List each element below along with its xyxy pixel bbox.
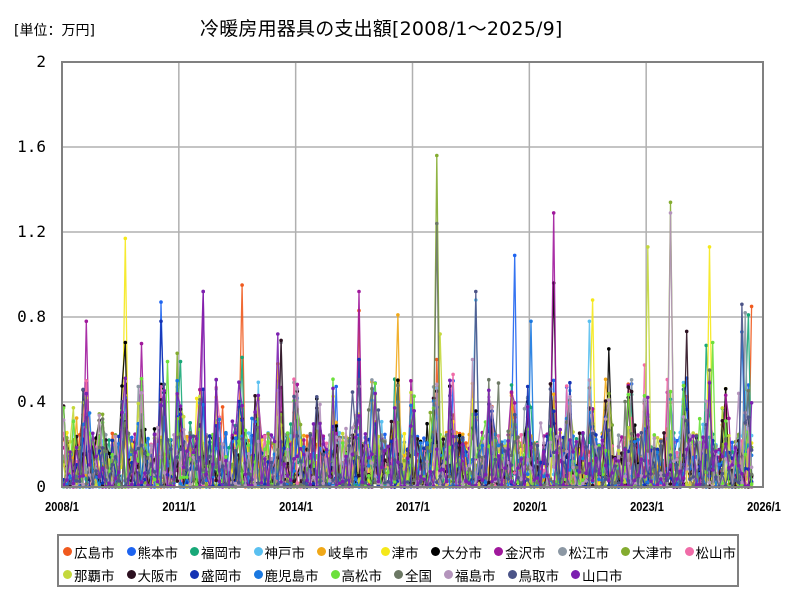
legend-marker-icon (330, 570, 340, 579)
y-tick-1.2: 1.2 (17, 222, 46, 241)
legend-label: 大分市 (441, 545, 483, 562)
legend-marker-icon (126, 570, 136, 579)
legend-item: 全国 (394, 565, 432, 585)
legend-marker-icon (507, 570, 517, 579)
chart-title: 冷暖房用器具の支出額[2008/1～2025/9] (200, 18, 563, 40)
legend-label: 福島市 (455, 568, 496, 585)
legend-item: 熊本市 (126, 542, 179, 562)
legend-marker-icon (380, 547, 390, 556)
legend-item: 鳥取市 (507, 565, 560, 585)
legend-item: 大阪市 (126, 565, 179, 585)
legend-item: 松山市 (684, 542, 737, 562)
legend-label: 金沢市 (505, 545, 546, 562)
legend-item: 盛岡市 (190, 565, 242, 585)
legend-marker-icon (63, 570, 72, 579)
legend-marker-icon (190, 570, 199, 579)
legend-row-1: 広島市 熊本市 福岡市 神戸市 岐阜市 津市 大分市 金沢市 松江市 大津市 松山市 (63, 540, 737, 563)
legend-label: 松山市 (695, 545, 737, 562)
legend-marker-icon (684, 547, 694, 556)
legend-item: 岐阜市 (317, 542, 369, 562)
legend-item: 福岡市 (190, 542, 242, 562)
legend-marker-icon (253, 570, 263, 579)
legend-marker-icon (63, 547, 72, 556)
x-tick-2023: 2023/1 (630, 499, 664, 514)
plot-frame (61, 61, 764, 488)
legend-label: 高松市 (341, 568, 383, 585)
legend-marker-icon (621, 547, 630, 556)
y-tick-0.4: 0.4 (17, 392, 46, 411)
legend-item: 神戸市 (253, 542, 306, 562)
legend-marker-icon (126, 547, 136, 556)
x-tick-2020: 2020/1 (513, 499, 547, 514)
legend-item: 高松市 (330, 565, 383, 585)
y-tick-2: 2 (36, 52, 46, 71)
legend-marker-icon (253, 547, 263, 556)
legend-label: 津市 (391, 545, 419, 562)
legend-marker-icon (571, 570, 580, 579)
x-tick-2017: 2017/1 (396, 499, 430, 514)
legend-label: 那覇市 (74, 568, 115, 585)
legend-label: 鳥取市 (518, 568, 560, 585)
legend-item: 大津市 (621, 542, 673, 562)
legend-marker-icon (190, 547, 199, 556)
legend-item: 松江市 (557, 542, 610, 562)
legend-row-2: 那覇市 大阪市 盛岡市 鹿児島市 高松市 全国 福島市 鳥取市 山口市 (63, 563, 737, 586)
x-tick-2026: 2026/1 (747, 499, 781, 514)
legend-item: 那覇市 (63, 565, 115, 585)
legend: 広島市 熊本市 福岡市 神戸市 岐阜市 津市 大分市 金沢市 松江市 大津市 松山市 那覇市 大阪市 盛… (57, 534, 739, 587)
legend-label: 熊本市 (137, 545, 179, 562)
legend-marker-icon (317, 547, 326, 556)
legend-marker-icon (394, 570, 403, 579)
legend-label: 全国 (405, 568, 432, 585)
legend-item: 広島市 (63, 542, 115, 562)
legend-label: 福岡市 (201, 545, 242, 562)
x-tick-2011: 2011/1 (162, 499, 196, 514)
series-lines (61, 153, 754, 490)
legend-marker-icon (557, 547, 567, 556)
y-tick-0: 0 (36, 477, 46, 496)
legend-item: 金沢市 (494, 542, 546, 562)
legend-item: 鹿児島市 (253, 565, 319, 585)
legend-label: 大津市 (632, 545, 673, 562)
legend-label: 岐阜市 (328, 545, 369, 562)
legend-item: 津市 (380, 542, 419, 562)
legend-marker-icon (494, 547, 503, 556)
legend-marker-icon (430, 547, 440, 556)
legend-label: 大阪市 (137, 568, 179, 585)
unit-label: [単位：万円] (14, 23, 95, 39)
x-tick-2008: 2008/1 (45, 499, 79, 514)
x-tick-2014: 2014/1 (279, 499, 313, 514)
y-tick-0.8: 0.8 (17, 307, 46, 326)
legend-label: 鹿児島市 (264, 568, 319, 585)
legend-label: 松江市 (568, 545, 610, 562)
legend-label: 神戸市 (264, 545, 306, 562)
legend-label: 広島市 (74, 545, 115, 562)
legend-item: 福島市 (444, 565, 496, 585)
legend-label: 盛岡市 (201, 568, 242, 585)
y-tick-1.6: 1.6 (17, 137, 46, 156)
legend-label: 山口市 (582, 568, 623, 585)
legend-item: 山口市 (571, 565, 623, 585)
legend-item: 大分市 (430, 542, 483, 562)
legend-marker-icon (444, 570, 453, 579)
